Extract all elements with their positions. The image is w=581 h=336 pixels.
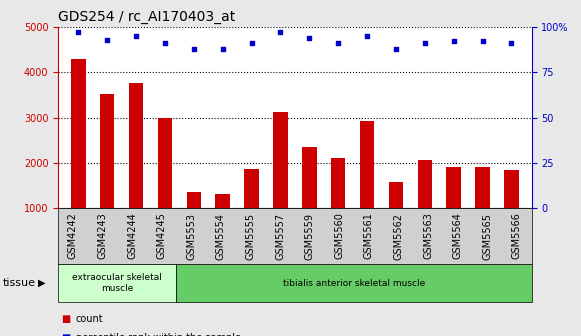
Bar [302, 146, 317, 254]
Text: ▶: ▶ [38, 278, 45, 288]
Bar [216, 194, 230, 254]
Bar [187, 192, 201, 254]
Point [507, 41, 516, 46]
Text: GSM5554: GSM5554 [216, 213, 226, 259]
Text: GSM4242: GSM4242 [68, 213, 78, 259]
Text: tissue: tissue [3, 278, 36, 288]
Bar [389, 181, 403, 254]
Point [363, 33, 372, 39]
Text: GSM5557: GSM5557 [275, 212, 285, 260]
Text: GSM5565: GSM5565 [482, 213, 492, 259]
Text: GSM5560: GSM5560 [334, 213, 345, 259]
Bar [418, 160, 432, 254]
Bar [129, 83, 144, 254]
Point [218, 46, 227, 51]
Point [247, 41, 256, 46]
Point [276, 30, 285, 35]
Text: ■: ■ [61, 314, 70, 324]
Point [333, 41, 343, 46]
Text: GSM4243: GSM4243 [98, 213, 107, 259]
Text: GSM5562: GSM5562 [393, 213, 403, 259]
Text: GSM5553: GSM5553 [187, 213, 196, 259]
Text: GSM5564: GSM5564 [453, 213, 462, 259]
Text: ■: ■ [61, 333, 70, 336]
Point [160, 41, 170, 46]
Text: tibialis anterior skeletal muscle: tibialis anterior skeletal muscle [283, 279, 425, 288]
Text: count: count [76, 314, 103, 324]
Text: GSM4245: GSM4245 [157, 213, 167, 259]
Bar [100, 94, 114, 254]
Bar [475, 167, 490, 254]
Bar [157, 118, 172, 254]
Point [304, 35, 314, 40]
Point [189, 46, 199, 51]
Text: GDS254 / rc_AI170403_at: GDS254 / rc_AI170403_at [58, 10, 235, 25]
Bar [273, 112, 288, 254]
Text: percentile rank within the sample: percentile rank within the sample [76, 333, 241, 336]
Point [449, 39, 458, 44]
Text: GSM5561: GSM5561 [364, 213, 374, 259]
Bar [360, 121, 374, 254]
Bar [245, 169, 259, 254]
Point [131, 33, 141, 39]
Text: GSM5555: GSM5555 [245, 212, 256, 260]
Point [102, 37, 112, 42]
Point [478, 39, 487, 44]
Bar [504, 170, 519, 254]
Bar [331, 158, 345, 254]
Point [391, 46, 400, 51]
Bar [446, 167, 461, 254]
Text: GSM4244: GSM4244 [127, 213, 137, 259]
Bar [71, 59, 85, 254]
Text: GSM5566: GSM5566 [512, 213, 522, 259]
Text: GSM5563: GSM5563 [423, 213, 433, 259]
Point [420, 41, 429, 46]
Text: extraocular skeletal
muscle: extraocular skeletal muscle [73, 274, 162, 293]
Point [74, 30, 83, 35]
Text: GSM5559: GSM5559 [304, 213, 315, 259]
